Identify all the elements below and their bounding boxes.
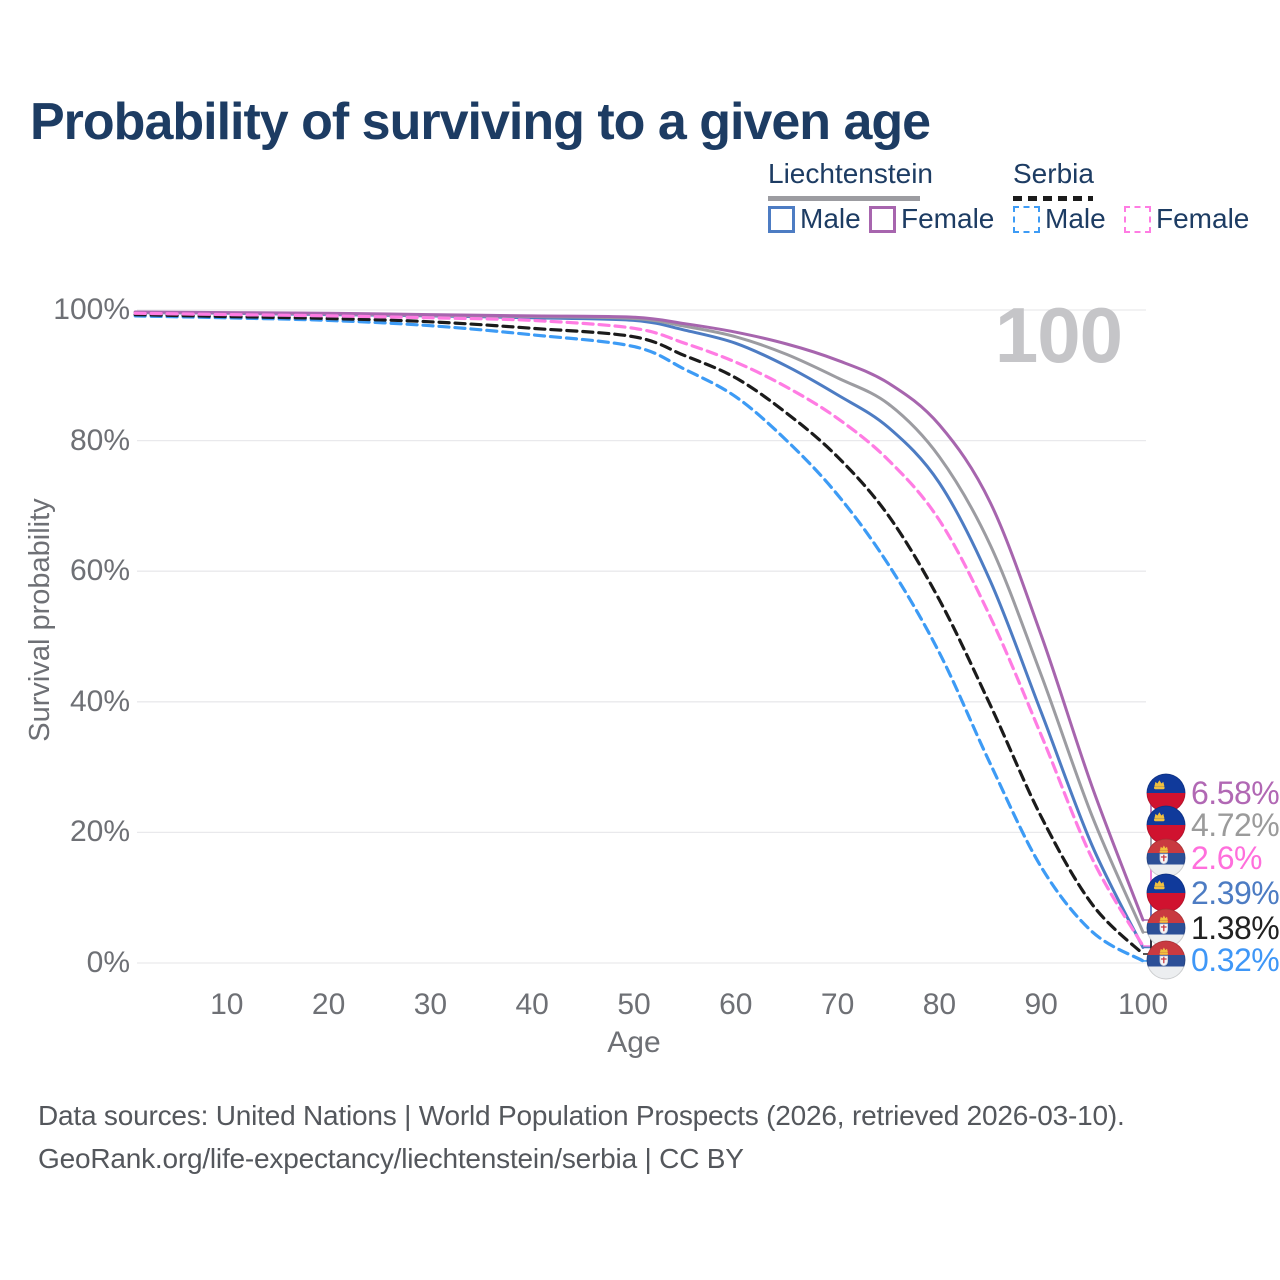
x-tick-90: 90 <box>1024 988 1058 1021</box>
legend-label: Male <box>1045 203 1106 234</box>
y-tick-20: 20% <box>69 815 130 849</box>
checkbox-serbia-female[interactable] <box>1124 205 1151 233</box>
x-tick-70: 70 <box>820 988 855 1021</box>
legend-label: Female <box>1156 203 1250 234</box>
footer-attribution: GeoRank.org/life-expectancy/liechtenstei… <box>38 1143 744 1174</box>
y-tick-40: 40% <box>69 684 130 718</box>
legend-group-serbia: Serbia <box>1013 158 1094 189</box>
y-tick-100: 100% <box>53 293 130 326</box>
x-tick-80: 80 <box>922 988 957 1021</box>
legend-group-liechtenstein: Liechtenstein <box>768 158 934 189</box>
legend-line-sample-solid <box>768 196 920 201</box>
end-value-serbia: 1.38% <box>1191 910 1280 946</box>
x-tick-60: 60 <box>719 988 753 1021</box>
checkbox-liechtenstein-female[interactable] <box>869 205 896 233</box>
x-axis-title: Age <box>607 1026 661 1059</box>
end-value-liechtenstein: 4.72% <box>1191 807 1280 843</box>
footer-data-sources: Data sources: United Nations | World Pop… <box>38 1100 1125 1131</box>
x-tick-10: 10 <box>210 988 244 1021</box>
legend-item-serbia-female[interactable]: Female <box>1124 203 1249 235</box>
end-label-liechtenstein-male: 2.39% <box>1146 873 1280 913</box>
x-tick-30: 30 <box>413 988 448 1021</box>
end-value-serbia-female: 2.6% <box>1191 840 1262 876</box>
legend-item-serbia-male[interactable]: Male <box>1013 203 1106 235</box>
end-label-serbia-female: 2.6% <box>1146 838 1262 878</box>
legend-label: Male <box>800 203 861 234</box>
line-serbia-female[interactable] <box>133 311 1145 948</box>
legend-item-liechtenstein-male[interactable]: Male <box>768 203 861 235</box>
legend-label: Female <box>901 203 995 234</box>
y-tick-0: 0% <box>86 946 130 979</box>
x-tick-100: 100 <box>1117 988 1169 1021</box>
flag-serbia-icon <box>1146 838 1186 878</box>
flag-liechtenstein-icon <box>1146 773 1186 813</box>
page-title: Probability of surviving to a given age <box>30 93 931 151</box>
end-label-serbia-male: 0.32% <box>1146 940 1280 980</box>
x-tick-20: 20 <box>311 988 346 1021</box>
end-label-liechtenstein: 4.72% <box>1146 805 1280 845</box>
y-tick-80: 80% <box>69 423 130 457</box>
line-liechtenstein-female[interactable] <box>133 310 1145 922</box>
x-tick-50: 50 <box>617 988 651 1021</box>
line-serbia-male[interactable] <box>133 314 1145 963</box>
flag-liechtenstein-icon <box>1146 873 1186 913</box>
end-value-serbia-male: 0.32% <box>1191 942 1280 978</box>
end-label-liechtenstein-female: 6.58% <box>1146 773 1280 813</box>
flag-liechtenstein-icon <box>1146 805 1186 845</box>
legend-item-liechtenstein-female[interactable]: Female <box>869 203 994 235</box>
line-serbia[interactable] <box>133 313 1145 956</box>
legend-line-sample-dashed <box>1013 196 1093 201</box>
y-tick-60: 60% <box>69 554 130 588</box>
flag-serbia-icon <box>1146 940 1186 980</box>
end-value-liechtenstein-female: 6.58% <box>1191 775 1280 811</box>
x-tick-40: 40 <box>515 988 549 1021</box>
checkbox-serbia-male[interactable] <box>1013 205 1040 233</box>
y-axis-title: Survival probability <box>24 498 56 742</box>
age-counter-watermark: 100 <box>994 291 1123 379</box>
line-liechtenstein-male[interactable] <box>133 311 1145 949</box>
checkbox-liechtenstein-male[interactable] <box>768 205 795 233</box>
end-value-liechtenstein-male: 2.39% <box>1191 875 1280 911</box>
footer: Data sources: United Nations | World Pop… <box>38 1094 1125 1180</box>
